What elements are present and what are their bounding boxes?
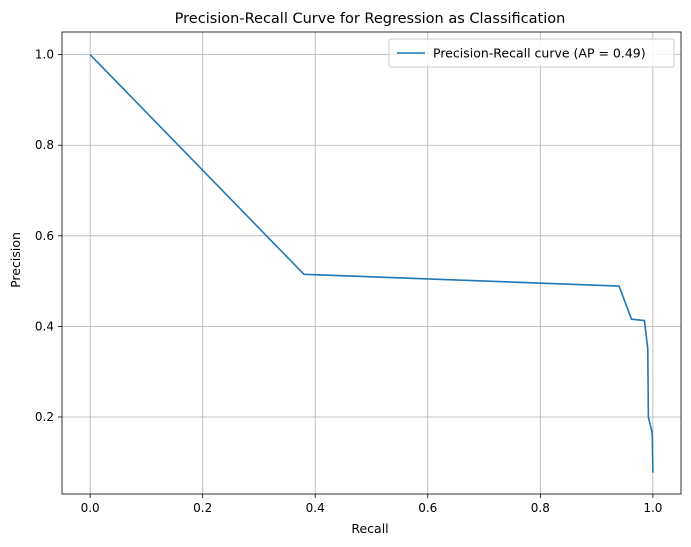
x-tick-label: 0.6 — [418, 501, 437, 515]
x-tick-label: 1.0 — [643, 501, 662, 515]
chart-title: Precision-Recall Curve for Regression as… — [175, 11, 566, 27]
y-tick-label: 0.4 — [35, 319, 54, 333]
y-axis-label: Precision — [8, 232, 23, 288]
legend-label: Precision-Recall curve (AP = 0.49) — [433, 46, 646, 61]
y-tick-label: 0.2 — [35, 410, 54, 424]
y-tick-label: 0.8 — [35, 138, 54, 152]
series-line — [89, 54, 654, 473]
x-tick-label: 0.4 — [306, 501, 325, 515]
legend-box — [388, 38, 675, 68]
y-tick-label: 1.0 — [35, 48, 54, 62]
x-tick-label: 0.8 — [531, 501, 550, 515]
grid-lines — [62, 32, 681, 494]
x-tick-label: 0.2 — [193, 501, 212, 515]
x-axis-label: Recall — [351, 521, 388, 536]
series-lines — [89, 54, 654, 473]
plot-area-frame — [61, 31, 682, 495]
legend: Precision-Recall curve (AP = 0.49) — [388, 38, 675, 68]
x-tick-label: 0.0 — [81, 501, 100, 515]
y-tick-label: 0.6 — [35, 229, 54, 243]
axis-ticks: 0.0 0.2 0.4 0.6 0.8 1.0 0.2 0.4 0.6 0.8 1.0 — [35, 48, 663, 515]
